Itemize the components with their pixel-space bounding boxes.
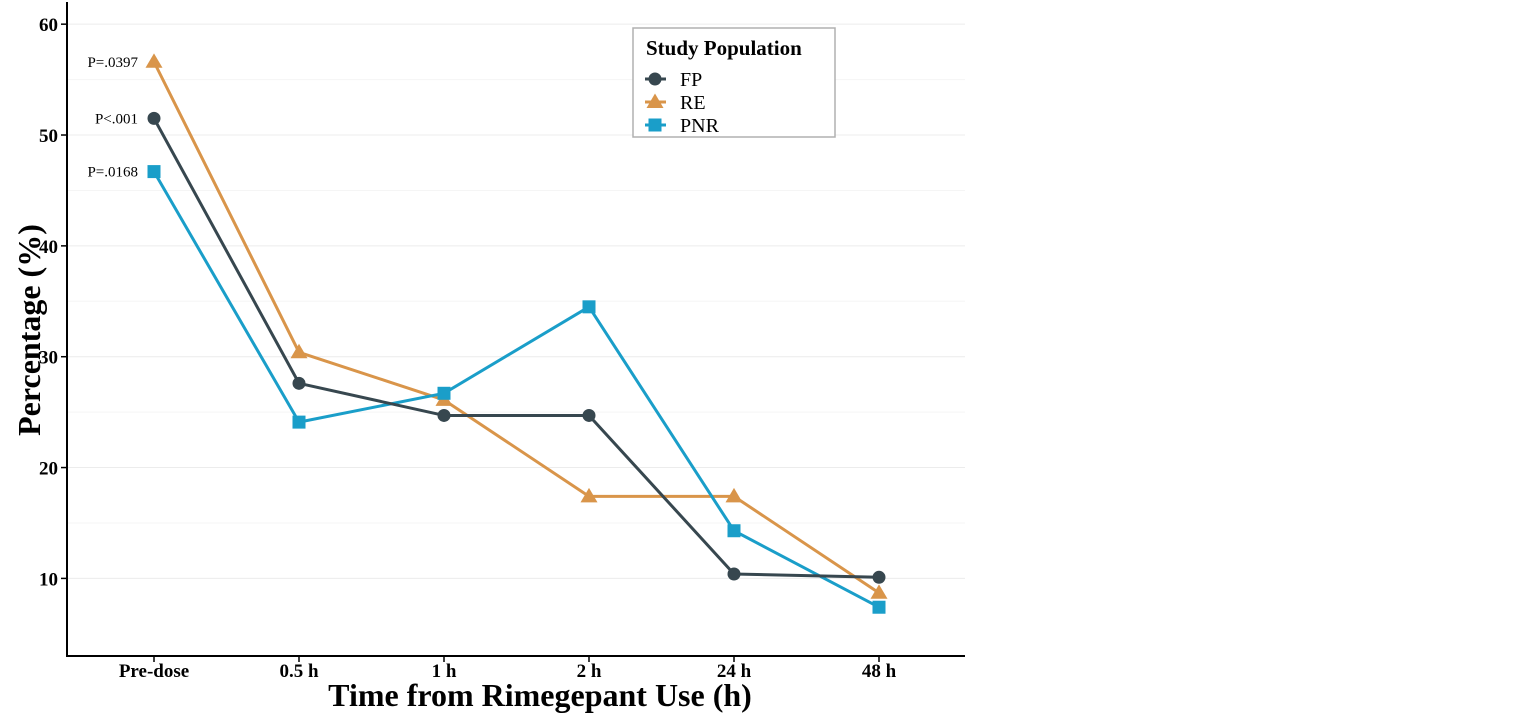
series-line-pnr (152, 170, 880, 609)
p-value-annotation: P=.0397 (87, 55, 138, 71)
data-point-re (580, 487, 598, 503)
y-tick-label: 40 (39, 237, 58, 258)
x-axis-ticks: Pre-dose 0.5 h 1 h 2 h 24 h 48 h (119, 656, 897, 682)
series-re (145, 53, 888, 599)
data-point-re (870, 584, 888, 599)
x-tick-label: Pre-dose (119, 661, 189, 682)
legend-label: RE (680, 92, 706, 114)
legend-item-re: RE (645, 92, 706, 114)
series-line-re (152, 61, 880, 595)
series-layer (145, 53, 888, 614)
legend-box (632, 27, 836, 138)
series-line-fp (152, 117, 880, 579)
x-tick-label: 1 h (432, 661, 457, 682)
data-point-re (145, 53, 163, 68)
y-tick-label: 10 (39, 569, 58, 590)
y-axis-title: Percentage (%) (11, 224, 47, 436)
p-value-annotation: P=.0168 (87, 165, 138, 181)
data-point-pnr (147, 165, 161, 179)
x-tick-label: 48 h (862, 661, 897, 682)
legend-marker (648, 118, 662, 132)
data-point-fp (582, 408, 596, 422)
data-point-pnr (582, 300, 596, 314)
series-pnr (147, 165, 886, 614)
x-tick-label: 24 h (717, 661, 752, 682)
legend-label: FP (680, 69, 702, 91)
data-point-re (290, 343, 308, 359)
legend-title: Study Population (646, 36, 802, 60)
annotation-layer: P=.0397 P<.001 P=.0168 (87, 55, 138, 181)
legend-item-pnr: PNR (645, 115, 720, 137)
x-tick-label: 2 h (577, 661, 602, 682)
data-point-pnr (292, 415, 306, 429)
p-value-annotation: P<.001 (95, 111, 138, 127)
data-point-pnr (727, 524, 741, 538)
y-tick-label: 60 (39, 15, 58, 36)
y-tick-label: 20 (39, 459, 58, 480)
data-point-fp (292, 376, 306, 390)
y-tick-label: 30 (39, 348, 58, 369)
data-point-pnr (437, 386, 451, 400)
legend-label: PNR (680, 115, 720, 137)
data-point-fp (437, 408, 451, 422)
data-point-re (725, 487, 743, 503)
data-point-pnr (872, 600, 886, 614)
legend-marker (646, 93, 664, 108)
x-tick-label: 0.5 h (279, 661, 319, 682)
legend-item-fp: FP (645, 69, 702, 91)
legend-marker (648, 72, 662, 86)
y-axis-ticks: 10 20 30 40 50 60 (39, 15, 67, 590)
series-fp (147, 111, 886, 584)
data-point-fp (727, 567, 741, 581)
x-axis-title: Time from Rimegepant Use (h) (328, 677, 752, 713)
y-tick-label: 50 (39, 126, 58, 147)
data-point-fp (147, 111, 161, 125)
data-point-fp (872, 570, 886, 584)
